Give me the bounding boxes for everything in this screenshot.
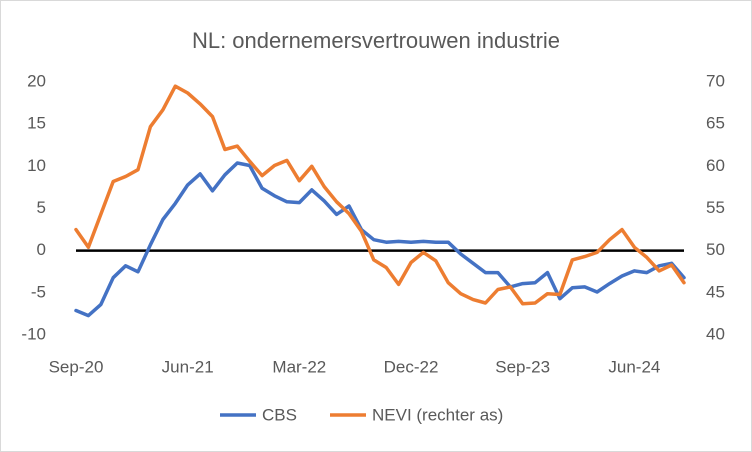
x-tick-label: Sep-23 [495, 357, 550, 376]
y2-tick-label: 60 [706, 156, 725, 175]
y-tick-label: -10 [21, 324, 46, 343]
y2-tick-label: 40 [706, 324, 725, 343]
x-tick-label: Sep-20 [49, 357, 104, 376]
y-tick-label: 0 [37, 240, 46, 259]
y2-tick-label: 70 [706, 71, 725, 90]
y2-tick-label: 45 [706, 282, 725, 301]
y-tick-label: -5 [31, 282, 46, 301]
y2-tick-label: 55 [706, 198, 725, 217]
series-line [74, 161, 686, 318]
legend-label: NEVI (rechter as) [372, 405, 503, 424]
y-tick-label: 20 [27, 71, 46, 90]
x-tick-label: Dec-22 [384, 357, 439, 376]
x-tick-label: Jun-24 [608, 357, 660, 376]
y2-tick-label: 50 [706, 240, 725, 259]
chart-title: NL: ondernemersvertrouwen industrie [192, 28, 560, 53]
y-tick-label: 15 [27, 114, 46, 133]
y2-tick-label: 65 [706, 114, 725, 133]
x-tick-label: Mar-22 [272, 357, 326, 376]
series-line [74, 84, 686, 306]
y-tick-label: 5 [37, 198, 46, 217]
y-tick-label: 10 [27, 156, 46, 175]
legend-label: CBS [262, 405, 297, 424]
x-tick-label: Jun-21 [162, 357, 214, 376]
